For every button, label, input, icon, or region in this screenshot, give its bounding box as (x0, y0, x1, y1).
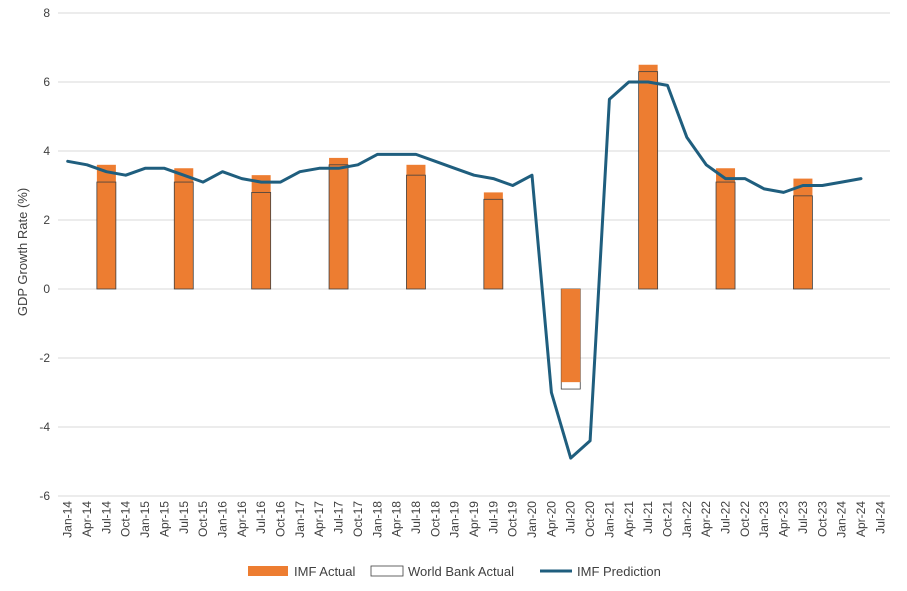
x-tick-label: Jul-22 (719, 501, 733, 534)
y-axis-title: GDP Growth Rate (%) (15, 188, 30, 316)
x-tick-label: Jan-19 (448, 501, 462, 538)
x-tick-label: Apr-15 (157, 501, 171, 537)
bar-world-bank-actual-jul-18 (406, 174, 426, 290)
x-tick-label: Oct-15 (196, 501, 210, 537)
bar-world-bank-actual-jul-22 (715, 181, 736, 290)
line-imf-prediction (66, 80, 863, 460)
x-tick-label: Jul-23 (796, 501, 810, 534)
x-tick-label: Apr-16 (235, 501, 249, 537)
x-tick-label: Jan-23 (757, 501, 771, 538)
x-tick-label: Oct-14 (119, 501, 133, 537)
x-tick-label: Apr-17 (312, 501, 326, 537)
y-tick-label: 2 (43, 213, 50, 227)
x-tick-label: Apr-21 (622, 501, 636, 537)
x-tick-label: Jul-24 (873, 501, 887, 534)
x-tick-label: Jul-20 (564, 501, 578, 534)
x-tick-label: Oct-23 (815, 501, 829, 537)
bar-imf-actual-overlay-jul-20 (561, 289, 581, 383)
legend-swatch-world-bank-actual (370, 565, 404, 577)
bar-world-bank-actual-jul-15 (173, 181, 194, 290)
x-tick-label: Apr-23 (777, 501, 791, 537)
legend: IMF Actual World Bank Actual IMF Predict… (248, 564, 661, 579)
x-axis-tick-labels: Jan-14 Apr-14 Jul-14 Oct-14 Jan-15 Apr-15 Jul-… (61, 501, 888, 538)
y-tick-label: -4 (39, 420, 50, 434)
x-tick-label: Jan-24 (835, 501, 849, 538)
x-tick-label: Apr-22 (699, 501, 713, 537)
y-tick-label: 4 (43, 144, 50, 158)
y-tick-label: -6 (39, 489, 50, 503)
x-tick-label: Apr-14 (80, 501, 94, 537)
x-tick-label: Oct-21 (660, 501, 674, 537)
x-tick-label: Jul-21 (641, 501, 655, 534)
x-tick-label: Jan-16 (215, 501, 229, 538)
x-tick-label: Jul-14 (99, 501, 113, 534)
legend-item-imf-actual: IMF Actual (248, 564, 356, 579)
bar-world-bank-actual-jul-19 (483, 198, 504, 290)
x-tick-label: Oct-20 (583, 501, 597, 537)
legend-label-imf-prediction: IMF Prediction (577, 564, 661, 579)
bar-world-bank-actual-jul-21 (638, 71, 659, 290)
y-tick-label: 8 (43, 6, 50, 20)
legend-label-imf-actual: IMF Actual (294, 564, 356, 579)
bar-world-bank-actual-jul-14 (96, 181, 117, 290)
gridlines (58, 12, 890, 497)
y-axis-tick-labels: -6 -4 -2 0 2 4 6 8 (39, 6, 50, 503)
y-tick-label: 6 (43, 75, 50, 89)
x-tick-label: Apr-18 (390, 501, 404, 537)
x-tick-label: Jan-15 (138, 501, 152, 538)
x-tick-label: Jul-16 (254, 501, 268, 534)
x-tick-label: Jan-18 (370, 501, 384, 538)
bar-world-bank-actual-jul-16 (251, 191, 272, 290)
legend-item-imf-prediction: IMF Prediction (540, 564, 661, 579)
bar-world-bank-actual-jul-23 (793, 195, 813, 290)
x-tick-label: Apr-24 (854, 501, 868, 537)
x-tick-label: Jul-19 (486, 501, 500, 534)
x-tick-label: Oct-18 (428, 501, 442, 537)
x-tick-label: Jan-17 (293, 501, 307, 538)
x-tick-label: Jan-21 (602, 501, 616, 538)
x-tick-label: Jan-22 (680, 501, 694, 538)
y-tick-label: -2 (39, 351, 50, 365)
x-tick-label: Jan-14 (61, 501, 75, 538)
x-tick-label: Oct-16 (274, 501, 288, 537)
legend-item-world-bank-actual: World Bank Actual (370, 564, 514, 579)
x-tick-label: Jul-18 (409, 501, 423, 534)
x-tick-label: Jul-17 (332, 501, 346, 534)
x-tick-label: Apr-19 (467, 501, 481, 537)
y-tick-label: 0 (43, 282, 50, 296)
prediction-line-layer (66, 80, 863, 460)
bars (96, 64, 813, 390)
x-tick-label: Oct-19 (506, 501, 520, 537)
x-tick-label: Oct-17 (351, 501, 365, 537)
x-tick-label: Jul-15 (177, 501, 191, 534)
bar-world-bank-actual-jul-17 (328, 164, 349, 290)
x-tick-label: Oct-22 (738, 501, 752, 537)
legend-swatch-imf-actual (248, 566, 288, 576)
x-tick-label: Apr-20 (544, 501, 558, 537)
x-tick-label: Jan-20 (525, 501, 539, 538)
legend-label-world-bank-actual: World Bank Actual (408, 564, 514, 579)
